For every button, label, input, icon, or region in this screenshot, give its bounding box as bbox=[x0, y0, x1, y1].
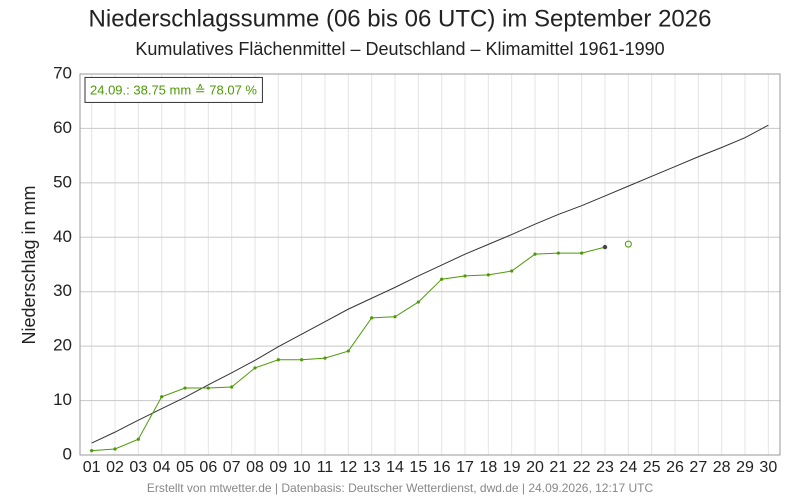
x-tick-label: 19 bbox=[503, 459, 521, 476]
x-tick-label: 13 bbox=[363, 459, 381, 476]
y-tick-label: 40 bbox=[53, 227, 72, 246]
x-tick-label: 03 bbox=[129, 459, 147, 476]
x-tick-label: 01 bbox=[83, 459, 101, 476]
chart-subtitle: Kumulatives Flächenmittel – Deutschland … bbox=[135, 39, 664, 59]
x-tick-label: 29 bbox=[736, 459, 754, 476]
y-tick-label: 60 bbox=[53, 118, 72, 137]
x-tick-label: 16 bbox=[433, 459, 451, 476]
y-tick-label: 10 bbox=[53, 390, 72, 409]
x-tick-label: 23 bbox=[596, 459, 614, 476]
x-tick-label: 22 bbox=[573, 459, 591, 476]
x-tick-label: 07 bbox=[223, 459, 241, 476]
x-tick-label: 11 bbox=[317, 459, 334, 476]
x-tick-label: 08 bbox=[246, 459, 264, 476]
data-point bbox=[160, 395, 164, 399]
data-point bbox=[463, 274, 467, 278]
data-point bbox=[183, 386, 187, 390]
x-tick-label: 17 bbox=[456, 459, 474, 476]
x-tick-label: 14 bbox=[386, 459, 404, 476]
x-tick-label: 04 bbox=[153, 459, 171, 476]
x-tick-label: 12 bbox=[339, 459, 357, 476]
x-tick-label: 25 bbox=[643, 459, 661, 476]
data-point bbox=[253, 366, 257, 370]
x-tick-label: 27 bbox=[689, 459, 707, 476]
annotation: 24.09.: 38.75 mm ≙ 78.07 % bbox=[90, 82, 257, 97]
data-point bbox=[230, 385, 234, 389]
x-tick-label: 18 bbox=[479, 459, 497, 476]
x-tick-label: 20 bbox=[526, 459, 544, 476]
annotation-box bbox=[84, 76, 263, 103]
x-tick-label: 28 bbox=[713, 459, 731, 476]
data-point bbox=[440, 277, 444, 281]
y-tick-label: 50 bbox=[53, 172, 72, 191]
data-point bbox=[113, 447, 117, 451]
x-tick-label: 15 bbox=[409, 459, 427, 476]
data-point bbox=[624, 240, 632, 248]
data-point bbox=[300, 358, 304, 362]
data-point bbox=[370, 316, 374, 320]
data-point bbox=[346, 349, 350, 353]
footer: Erstellt von mtwetter.de | Datenbasis: D… bbox=[147, 481, 654, 495]
data-point bbox=[393, 315, 397, 319]
x-tick-label: 05 bbox=[176, 459, 194, 476]
data-point bbox=[510, 269, 514, 273]
data-point bbox=[136, 437, 140, 441]
series-line bbox=[91, 124, 769, 444]
data-point bbox=[556, 251, 560, 255]
y-tick-label: 20 bbox=[53, 336, 72, 355]
plot-frame bbox=[79, 73, 781, 456]
y-tick-label: 70 bbox=[53, 63, 72, 82]
chart-title: Niederschlagssumme (06 bis 06 UTC) im Se… bbox=[89, 5, 712, 32]
x-tick-label: 10 bbox=[293, 459, 311, 476]
x-tick-label: 09 bbox=[269, 459, 287, 476]
y-axis-label: Niederschlag in mm bbox=[19, 185, 39, 344]
x-tick-label: 26 bbox=[666, 459, 684, 476]
x-tick-label: 24 bbox=[619, 459, 637, 476]
data-point bbox=[486, 273, 490, 277]
data-point bbox=[323, 356, 327, 360]
data-point bbox=[416, 300, 420, 304]
data-point bbox=[580, 251, 584, 255]
y-tick-label: 0 bbox=[63, 444, 72, 463]
data-point bbox=[602, 244, 608, 250]
data-point bbox=[206, 386, 210, 390]
x-tick-label: 02 bbox=[106, 459, 124, 476]
x-tick-label: 30 bbox=[759, 459, 777, 476]
x-tick-label: 06 bbox=[199, 459, 217, 476]
data-point bbox=[276, 358, 280, 362]
x-tick-label: 21 bbox=[549, 459, 567, 476]
data-point bbox=[533, 252, 537, 256]
data-point bbox=[90, 449, 94, 453]
y-tick-label: 30 bbox=[53, 281, 72, 300]
